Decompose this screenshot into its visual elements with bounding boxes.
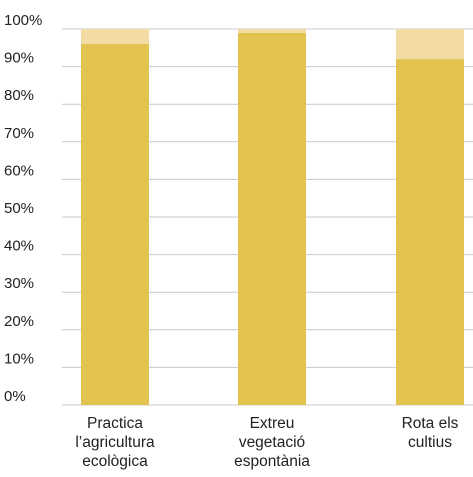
y-tick-label: 10% [4, 350, 34, 367]
bar-segment [81, 44, 149, 405]
y-tick-label: 70% [4, 125, 34, 142]
x-category-label: Rota els cultius [402, 415, 459, 451]
y-tick-label: 100% [4, 12, 42, 29]
y-tick-label: 30% [4, 275, 34, 292]
y-tick-label: 60% [4, 162, 34, 179]
y-axis: 0% 10% 20% 30% 40% 50% 60% 70% 80% 90% 100% [4, 12, 42, 405]
y-tick-label: 50% [4, 200, 34, 217]
bar-segment [238, 32, 306, 405]
bar-segment [238, 29, 306, 33]
bar-segment [396, 59, 464, 406]
bar-segment [396, 29, 464, 60]
x-category-label: Practica l’agricultura ecològica [75, 415, 155, 470]
y-tick-label: 0% [4, 388, 26, 405]
x-category-label: Extreu vegetació espontània [234, 415, 310, 470]
y-tick-label: 90% [4, 50, 34, 67]
y-tick-label: 20% [4, 313, 34, 330]
y-tick-label: 80% [4, 87, 34, 104]
bars [81, 29, 464, 406]
bar-segment [81, 29, 149, 45]
y-tick-label: 40% [4, 238, 34, 255]
x-axis: Practica l’agricultura ecològica Extreu vege… [75, 415, 458, 470]
